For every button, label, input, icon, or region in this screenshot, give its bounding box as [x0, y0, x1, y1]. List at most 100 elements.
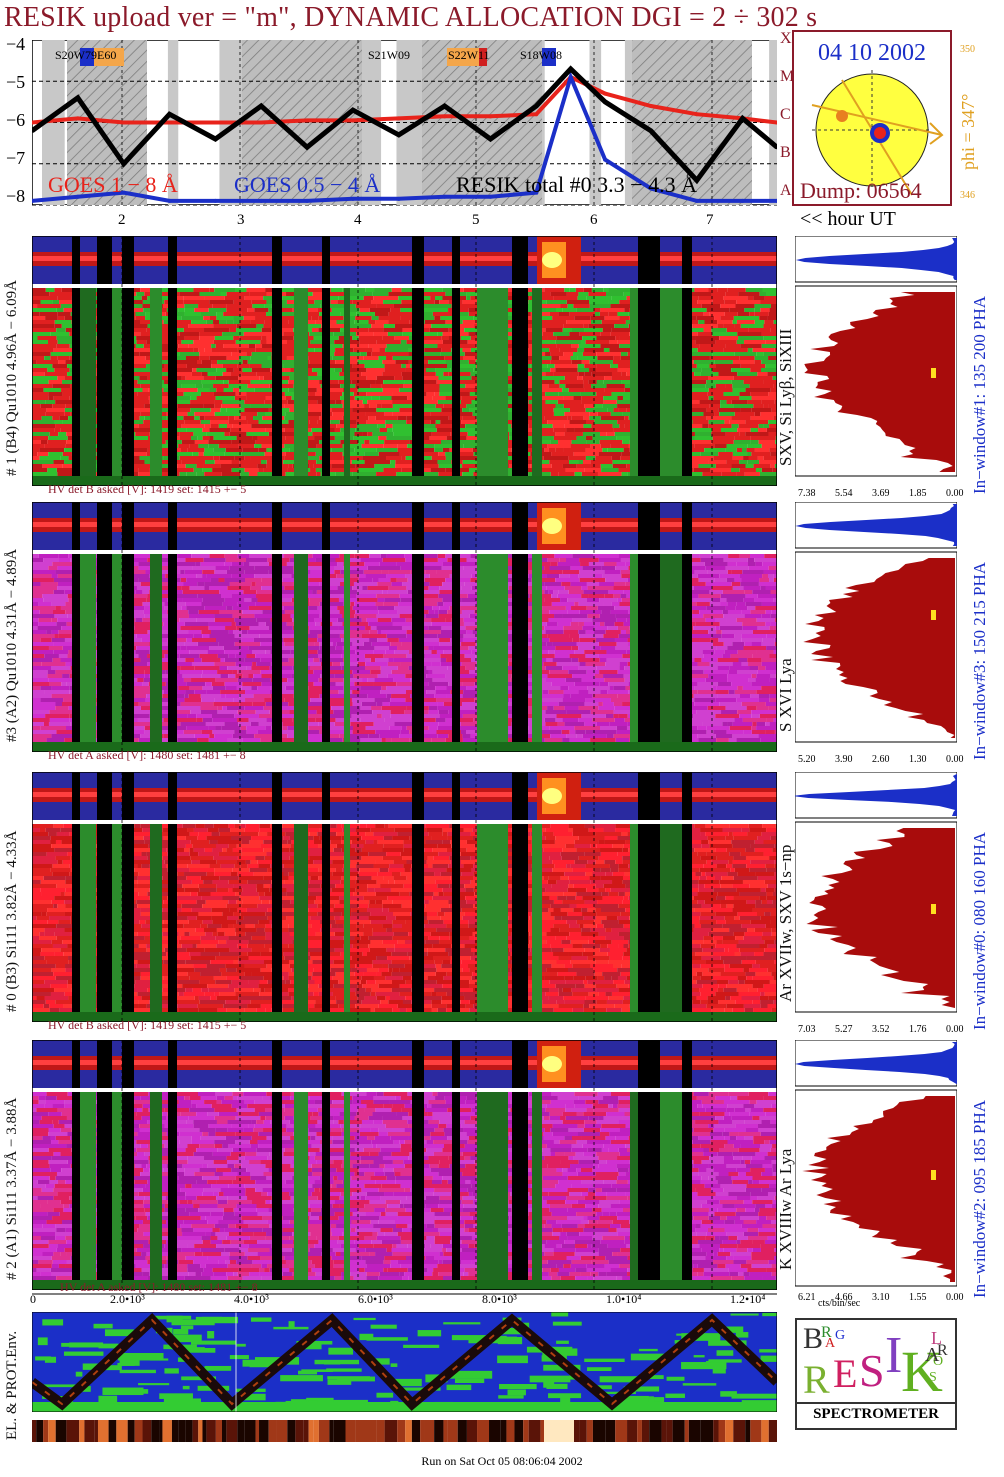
- spectrum-cell: [333, 566, 344, 570]
- spectrum-cell: [282, 400, 288, 404]
- spectrum-cell: [246, 396, 266, 400]
- spectrum-cell: [32, 388, 44, 392]
- spectrum-cell: [753, 404, 764, 408]
- spectrum-cell: [607, 626, 618, 630]
- spectrum-cell: [199, 352, 220, 356]
- spectrum-cell: [357, 388, 383, 392]
- spectrum-cell: [51, 638, 65, 642]
- spectrum-cell: [349, 558, 361, 562]
- spectrum-cell: [706, 606, 726, 610]
- spectrum-cell: [698, 296, 724, 300]
- spectrum-cell: [718, 638, 742, 642]
- pha-main-profile: [804, 292, 955, 472]
- spectrum-cell: [751, 682, 777, 686]
- spectrum-cell: [32, 602, 39, 606]
- spectrum-cell: [417, 678, 433, 682]
- spectrum-cell: [603, 400, 617, 404]
- region-marker: [80, 48, 94, 66]
- spectrum-cell: [682, 654, 704, 658]
- spectrum-cell: [319, 602, 344, 606]
- spectrum-cell: [758, 582, 777, 586]
- spectrum-cell: [609, 348, 635, 352]
- spectrum-cell: [722, 590, 745, 594]
- spectrum-cell: [262, 344, 274, 348]
- spectrum-cell: [416, 316, 435, 320]
- spectrum-cell: [617, 694, 641, 698]
- spectrum-cell: [442, 562, 458, 566]
- spectrum-cell: [127, 440, 153, 444]
- spectrum-cell: [603, 674, 624, 678]
- spectrum-cell: [209, 316, 217, 320]
- spectrum-cell: [42, 464, 63, 468]
- spectrum-cell: [517, 586, 542, 590]
- spectrum-cell: [624, 678, 633, 682]
- spectrum-cell: [182, 674, 202, 678]
- spectrum-cell: [439, 642, 462, 646]
- spectrum-cell: [60, 304, 72, 308]
- spectrum-cell: [547, 558, 560, 562]
- data-gap: [322, 288, 330, 486]
- spectrum-cell: [761, 602, 777, 606]
- spectrum-cell: [715, 626, 720, 630]
- spectrum-cell: [398, 638, 421, 642]
- spectrum-cell: [237, 554, 250, 558]
- spectrum-cell: [616, 436, 623, 440]
- series-point: [32, 120, 34, 125]
- spectrum-cell: [562, 308, 577, 312]
- spectrum-cell: [227, 586, 251, 590]
- spectrum-cell: [384, 368, 406, 372]
- series-point: [603, 99, 608, 104]
- spectrum-cell: [277, 574, 292, 578]
- spectrum-cell: [169, 468, 194, 472]
- spectrum-cell: [226, 706, 245, 710]
- spectrum-cell: [600, 646, 616, 650]
- spectrum-cell: [706, 380, 714, 384]
- spectrum-cell: [369, 638, 378, 642]
- spectrum-cell: [319, 456, 343, 460]
- spectrum-cell: [388, 292, 413, 296]
- spectrum-cell: [737, 650, 757, 654]
- spectrum-cell: [32, 448, 40, 452]
- spectrum-cell: [760, 308, 770, 312]
- spectrum-cell: [50, 352, 77, 356]
- hour-tick: 6: [590, 212, 598, 228]
- spectrum-cell: [463, 444, 483, 448]
- spectrum-cell: [354, 554, 370, 558]
- spectrum-cell: [59, 558, 71, 562]
- spectrum-cell: [708, 674, 728, 678]
- spectrum-cell: [159, 558, 173, 562]
- spectrum-cell: [600, 332, 611, 336]
- spectrum-cell: [240, 404, 251, 408]
- spectrum-cell: [386, 436, 412, 440]
- spectrum-cell: [244, 456, 251, 460]
- data-gap: [72, 288, 80, 486]
- spectrum-cell: [210, 420, 229, 424]
- spectrum-cell: [302, 622, 316, 626]
- spectrum-cell: [360, 706, 372, 710]
- region-marker: [94, 48, 124, 66]
- spectrum-cell: [188, 614, 215, 618]
- series-point: [75, 194, 80, 199]
- spectrum-cell: [281, 352, 305, 356]
- spectrum-cell: [722, 722, 728, 726]
- spectrum-cell: [683, 650, 703, 654]
- spectrum-cell: [765, 722, 770, 726]
- spectrum-cell: [65, 328, 72, 332]
- spectrum-cell: [758, 424, 764, 428]
- spectrum-cell: [199, 292, 221, 296]
- spectrum-cell: [157, 372, 173, 376]
- series-point: [775, 145, 777, 150]
- spectrum-cell: [386, 694, 392, 698]
- series-line: [32, 65, 777, 185]
- spectrum-cell: [326, 304, 348, 308]
- spectrum-cell: [187, 714, 197, 718]
- spectrum-cell: [743, 456, 749, 460]
- spectrum-cell: [135, 650, 150, 654]
- spectrum-cell: [462, 300, 488, 304]
- spectrum-cell: [217, 710, 238, 714]
- spectrum-cell: [329, 674, 335, 678]
- spectrum-cell: [136, 336, 162, 340]
- spectrum-cell: [626, 296, 634, 300]
- spectrum-cell: [599, 582, 615, 586]
- spectrum-cell: [370, 626, 377, 630]
